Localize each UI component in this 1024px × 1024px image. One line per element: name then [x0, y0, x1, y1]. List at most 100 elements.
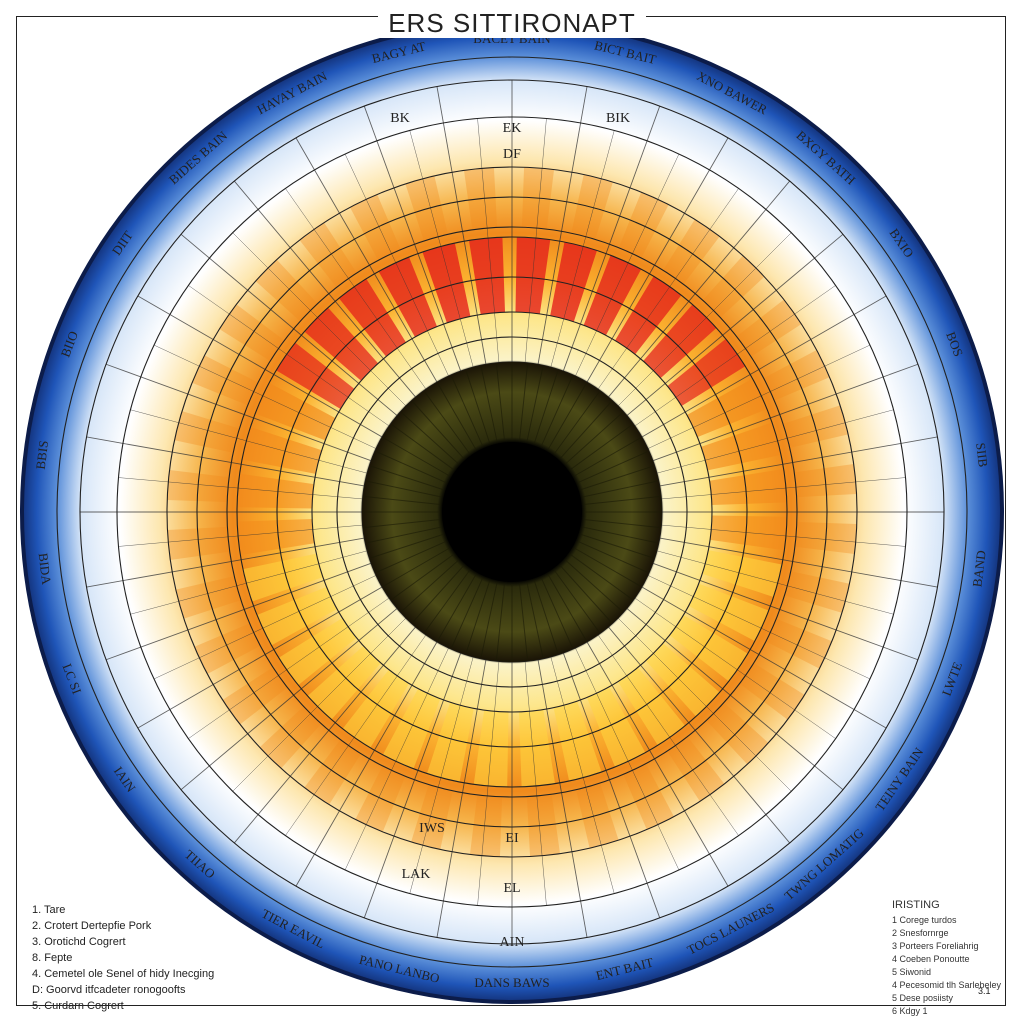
iris-fiber — [583, 519, 660, 528]
inner-label: LAK — [402, 867, 431, 882]
legend-item: 8. Fepte — [32, 952, 73, 964]
ray-line — [586, 137, 729, 383]
zone-wedge — [382, 688, 441, 769]
iris-fiber — [580, 533, 653, 559]
ray-line — [652, 363, 919, 462]
iris-fibers — [364, 364, 660, 660]
ray-line — [118, 477, 363, 500]
ray-line — [524, 661, 547, 906]
ray-line — [232, 232, 407, 407]
iris-fiber — [437, 574, 477, 641]
inner-label: EI — [505, 831, 519, 846]
ray-line — [656, 550, 894, 615]
outer-label: BBIS — [33, 440, 51, 471]
radial-rays — [80, 80, 944, 944]
zone-ring — [166, 166, 858, 858]
iris-fiber — [480, 367, 498, 442]
ray-line — [537, 86, 588, 365]
zone-wedge — [468, 237, 506, 315]
zone-ring — [79, 79, 945, 945]
ray-line — [575, 647, 680, 871]
legend-item: 4 Coeben Ponoutte — [892, 954, 970, 964]
inner-labels: EK DF BIK BK IWS EI LAK EL AIN — [390, 111, 630, 950]
iris-fiber — [451, 376, 484, 447]
ray-line — [659, 537, 938, 588]
zone-wedge — [307, 645, 381, 720]
ray-line — [409, 130, 474, 368]
legend-item: 1. Tare — [32, 904, 66, 916]
zone-wedge — [378, 257, 438, 338]
zone-ring — [226, 226, 798, 798]
legend-item: 6 Kdgy 1 — [892, 1006, 928, 1016]
iris-fiber — [424, 569, 471, 633]
legend-item: 5 Dese posiisty — [892, 993, 954, 1003]
ray-line — [617, 232, 792, 407]
inner-label: AIN — [500, 935, 525, 950]
ray-line — [575, 153, 680, 377]
ray-line — [105, 363, 372, 462]
zone-wedge — [259, 706, 322, 769]
zone-wedge — [243, 553, 323, 602]
iris-fiber — [496, 364, 505, 441]
zone-wedge — [709, 468, 787, 506]
ray-line — [477, 118, 500, 363]
ray-line — [285, 188, 427, 390]
iris-fiber — [553, 569, 600, 633]
zone-wedge — [342, 669, 409, 748]
ray-line — [137, 586, 383, 729]
legend-right: IRISTING 1 Corege turdos 2 Snesfornrge 3… — [892, 896, 1001, 1018]
legend-item: D: Goorvd itfcadeter ronogoofts — [32, 984, 186, 996]
zone-wedge — [688, 583, 769, 642]
iris-fiber — [583, 496, 660, 505]
iris-fiber — [547, 383, 587, 450]
iris-fiber — [559, 401, 612, 459]
iris-fiber — [574, 547, 641, 587]
iris-fiber — [401, 559, 459, 612]
page-title: ERS SITTIRONAPT — [0, 8, 1024, 39]
iris-fiber — [364, 519, 441, 528]
iris-fiber — [376, 540, 447, 573]
zone-wedge — [623, 763, 674, 830]
iris-fiber — [364, 496, 441, 505]
zone-ring — [236, 236, 788, 788]
iris-fiber — [376, 451, 447, 484]
inner-label: DF — [503, 147, 521, 162]
inner-label: IWS — [419, 821, 445, 836]
zone-wedge — [583, 255, 642, 336]
inner-label: EL — [503, 881, 520, 896]
iris-fiber — [577, 451, 648, 484]
zone-wedge — [702, 255, 765, 318]
zone-wedge — [586, 686, 646, 767]
legend-item: 4. Cemetel ole Senel of hidy Inecging — [32, 968, 215, 980]
ray-line — [617, 617, 792, 792]
ray-line — [153, 575, 377, 680]
zone-wedge — [299, 222, 357, 288]
iris-fiber — [371, 465, 444, 491]
ray-line — [608, 626, 791, 844]
ray-line — [436, 86, 487, 365]
zone-ring — [116, 116, 908, 908]
zone-wedge — [701, 422, 781, 471]
ray-line — [153, 344, 377, 449]
ray-line — [659, 436, 938, 487]
zone-wedge — [645, 643, 720, 717]
legend-left: 1. Tare 2. Crotert Dertepfie Pork 3. Oro… — [32, 902, 214, 1014]
iris-fiber — [437, 383, 477, 450]
ray-line — [86, 436, 365, 487]
iris-fiber — [371, 533, 444, 559]
zone-ring — [311, 311, 713, 713]
iris-fiber — [569, 424, 633, 471]
zone-wedge — [615, 276, 682, 355]
ray-line — [641, 295, 887, 438]
ray-line — [118, 524, 363, 547]
iris-fiber — [383, 437, 450, 477]
iris-fiber — [580, 465, 653, 491]
ray-line — [188, 597, 390, 739]
zone-wedge — [276, 342, 355, 409]
zone-wedge — [763, 350, 830, 401]
zone-wedge — [192, 355, 259, 406]
iris-fiber — [480, 582, 498, 657]
ray-line — [652, 562, 919, 661]
ray-line — [344, 647, 449, 871]
